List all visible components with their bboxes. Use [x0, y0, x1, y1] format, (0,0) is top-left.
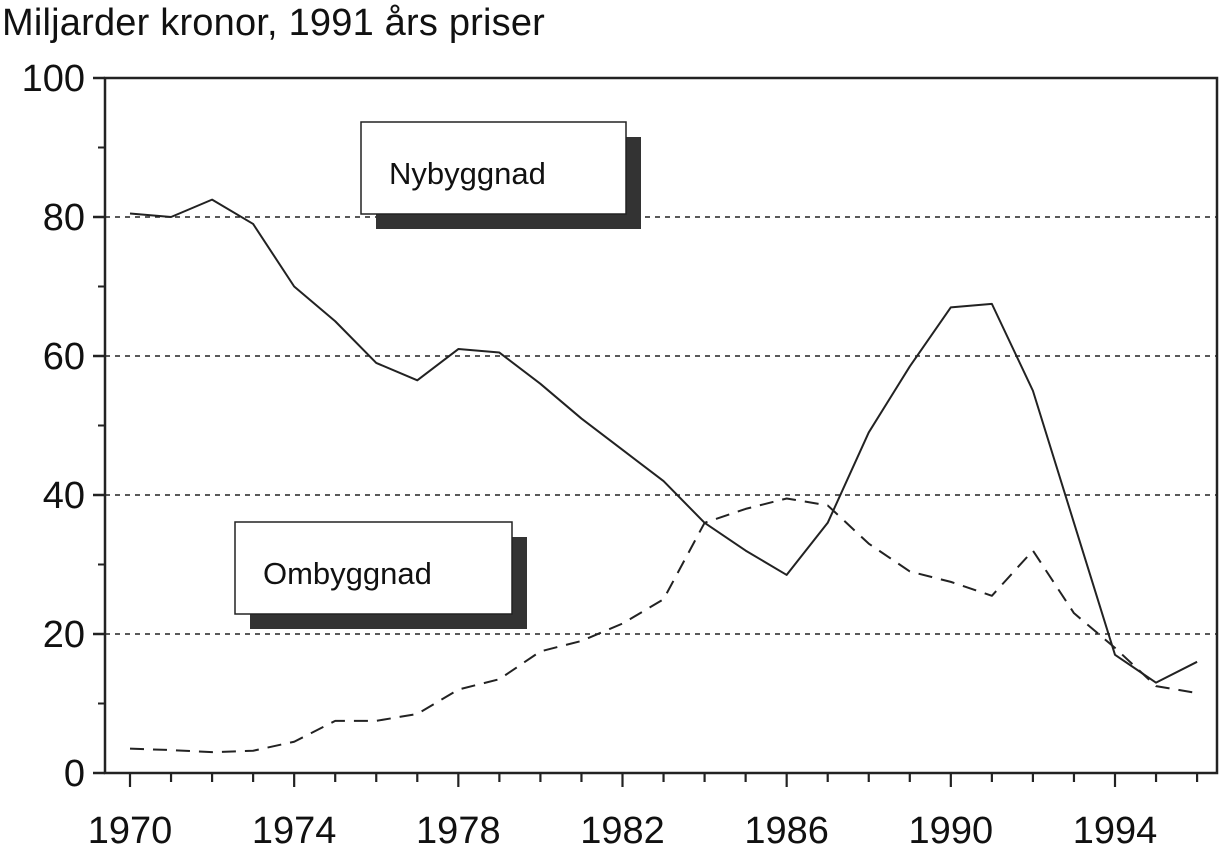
- series-label-box-ombyggnad: Ombyggnad: [234, 521, 527, 629]
- label-box: [234, 521, 513, 615]
- y-tick-label-80: 80: [43, 197, 85, 239]
- y-tick-label-40: 40: [43, 475, 85, 517]
- label-box: [360, 121, 627, 215]
- series-lines: [129, 198, 1198, 754]
- chart-title: Miljarder kronor, 1991 års priser: [2, 2, 546, 44]
- x-tick-label-1970: 1970: [88, 810, 173, 852]
- y-tick-label-100: 100: [22, 58, 85, 100]
- x-tick-label-1974: 1974: [252, 810, 337, 852]
- x-tick-label-1978: 1978: [416, 810, 501, 852]
- y-tick-label-60: 60: [43, 336, 85, 378]
- x-tick-label-1982: 1982: [580, 810, 665, 852]
- series-line-ombyggnad: [129, 497, 1198, 754]
- series-label-ombyggnad: Ombyggnad: [263, 556, 432, 591]
- x-tick-label-1994: 1994: [1073, 810, 1158, 852]
- series-labels: Nybyggnad Ombyggnad: [234, 121, 641, 629]
- series-label-box-nybyggnad: Nybyggnad: [360, 121, 641, 229]
- plot-frame: [103, 76, 1219, 775]
- axes: 0 20 40 60 80 100 1970 1974 1978 1982 1986 1990 1994: [22, 58, 1219, 852]
- x-tick-label-1986: 1986: [744, 810, 829, 852]
- y-tick-label-20: 20: [43, 614, 85, 656]
- x-tick-label-1990: 1990: [909, 810, 994, 852]
- series-label-nybyggnad: Nybyggnad: [389, 156, 546, 191]
- y-tick-label-0: 0: [64, 753, 85, 795]
